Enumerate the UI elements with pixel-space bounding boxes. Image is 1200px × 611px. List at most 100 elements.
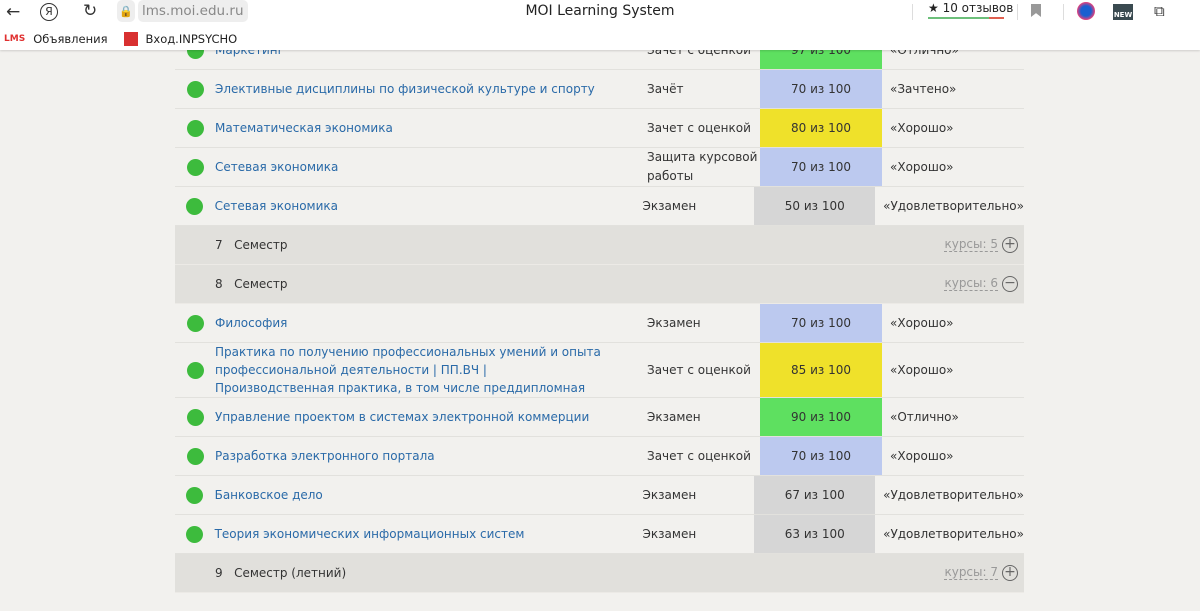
grade-label: «Хорошо» (890, 121, 954, 135)
table-row: Практика по получению профессиональных у… (175, 343, 1024, 398)
status-dot-icon (186, 197, 204, 215)
score-cell: 67 из 100 (754, 476, 876, 514)
score-cell: 90 из 100 (760, 398, 882, 436)
table-row: Теория экономических информационных сист… (175, 515, 1024, 554)
grade-label: «Хорошо» (890, 449, 954, 463)
semester-header[interactable]: 9 Семестр (летний) курсы: 7 + (175, 554, 1024, 593)
grade-label: «Удовлетворительно» (883, 527, 1024, 541)
table-row: Банковское дело Экзамен 67 из 100 «Удовлетв… (175, 476, 1024, 515)
course-count-link[interactable]: курсы: 7 (944, 565, 998, 580)
course-count-link[interactable]: курсы: 5 (944, 237, 998, 252)
bookmark-announcements[interactable]: LMS Объявления (4, 32, 108, 46)
rating-bar (928, 17, 1004, 19)
semester-header[interactable]: 7 Семестр курсы: 5 + (175, 226, 1024, 265)
reviews-label: ★ 10 отзывов (928, 1, 1014, 15)
extensions-icon[interactable]: ⧉ (1154, 2, 1165, 20)
score-cell: 70 из 100 (760, 148, 882, 186)
table-row: Элективные дисциплины по физической куль… (175, 70, 1024, 109)
assessment-type: Зачет с оценкой (647, 120, 751, 135)
status-cell (175, 343, 215, 397)
grade-label: «Хорошо» (890, 160, 954, 174)
url-text[interactable]: lms.moi.edu.ru (138, 0, 248, 22)
status-cell (175, 304, 215, 342)
grade-label: «Удовлетворительно» (883, 488, 1024, 502)
score-cell: 50 из 100 (754, 187, 876, 225)
status-dot-icon (186, 525, 204, 543)
assessment-type: Зачет с оценкой (647, 448, 751, 463)
reviews-button[interactable]: ★ 10 отзывов (928, 1, 1013, 19)
status-dot-icon (186, 80, 204, 98)
table-row: Сетевая экономика Защита курсовой работы 7… (175, 148, 1024, 187)
grades-table: МаркетингЗачет с оценкой97 из 100«Отличн… (175, 31, 1024, 593)
table-row: Управление проектом в системах электронн… (175, 398, 1024, 437)
new-extension-icon[interactable]: NEW (1113, 4, 1133, 20)
course-name-link[interactable]: Элективные дисциплины по физической куль… (215, 82, 595, 96)
status-dot-icon (186, 447, 204, 465)
grade-label: «Отлично» (890, 410, 959, 424)
expand-icon[interactable]: + (1002, 565, 1018, 581)
status-dot-icon (186, 119, 204, 137)
course-name-link[interactable]: Банковское дело (214, 488, 323, 502)
course-name-link[interactable]: Теория экономических информационных сист… (214, 527, 525, 541)
course-name-link[interactable]: Управление проектом в системах электронн… (215, 410, 590, 424)
semester-header[interactable]: 8 Семестр курсы: 6− (175, 265, 1024, 304)
grade-label: «Хорошо» (890, 316, 954, 330)
assessment-type: Экзамен (642, 526, 697, 541)
course-name-link[interactable]: Разработка электронного портала (215, 449, 435, 463)
score-cell: 70 из 100 (760, 437, 882, 475)
table-row: Разработка электронного портала Зачет с о… (175, 437, 1024, 476)
assessment-type: Экзамен (647, 409, 701, 424)
table-row: Сетевая экономика Экзамен 50 из 100 «Удовле… (175, 187, 1024, 226)
course-name-link[interactable]: Практика по получению профессиональных у… (215, 345, 601, 395)
lms-logo-icon: LMS (4, 34, 26, 44)
status-cell (175, 476, 215, 514)
inpsycho-logo-icon (123, 32, 138, 46)
bookmarks-bar: LMS Объявления Вход.INPSYCHO (0, 32, 249, 46)
table-row: Математическая экономика Зачет с оценкой 8… (175, 109, 1024, 148)
score-cell: 80 из 100 (760, 109, 882, 147)
status-cell (175, 398, 215, 436)
yandex-icon[interactable]: Я (40, 3, 58, 21)
status-dot-icon (186, 361, 204, 379)
course-name-link[interactable]: Философия (215, 316, 288, 330)
bookmark-inpsycho[interactable]: Вход.INPSYCHO (123, 32, 237, 46)
status-cell (175, 109, 215, 147)
score-cell: 85 из 100 (760, 343, 882, 397)
status-cell (175, 187, 215, 225)
course-name-link[interactable]: Сетевая экономика (215, 160, 339, 174)
address-bar[interactable]: 🔒 lms.moi.edu.ru (117, 0, 248, 22)
status-cell (175, 437, 215, 475)
assessment-type: Экзамен (642, 487, 697, 502)
status-dot-icon (186, 408, 204, 426)
status-dot-icon (186, 486, 204, 504)
lock-icon: 🔒 (117, 0, 135, 22)
status-cell (175, 70, 215, 108)
collapse-icon[interactable]: − (1002, 276, 1018, 292)
status-cell (175, 515, 215, 553)
grade-label: «Удовлетворительно» (883, 199, 1024, 213)
score-cell: 63 из 100 (754, 515, 876, 553)
assessment-type: Защита курсовой работы (647, 150, 758, 183)
back-icon[interactable]: ← (6, 2, 21, 22)
bookmark-label: Объявления (33, 32, 108, 46)
semester-title: 8 Семестр (215, 277, 288, 291)
course-name-link[interactable]: Сетевая экономика (214, 199, 339, 213)
score-cell: 70 из 100 (760, 304, 882, 342)
assessment-type: Экзамен (647, 315, 701, 330)
bookmark-icon[interactable] (1031, 4, 1041, 17)
alice-icon[interactable] (1077, 2, 1095, 20)
browser-toolbar: ← Я ↻ 🔒 lms.moi.edu.ru MOI Learning Syst… (0, 0, 1200, 50)
table-row: Философия Экзамен 70 из 100 «Хорошо» (175, 304, 1024, 343)
semester-title: 7 Семестр (215, 238, 288, 252)
semester-title: 9 Семестр (летний) (215, 566, 347, 580)
grade-label: «Хорошо» (890, 363, 954, 377)
status-dot-icon (186, 158, 204, 176)
course-count-link[interactable]: курсы: 6 (944, 276, 998, 291)
course-name-link[interactable]: Математическая экономика (215, 121, 393, 135)
assessment-type: Экзамен (642, 198, 697, 213)
score-cell: 70 из 100 (760, 70, 882, 108)
reload-icon[interactable]: ↻ (83, 1, 98, 21)
assessment-type: Зачет с оценкой (647, 362, 751, 377)
status-cell (175, 148, 215, 186)
expand-icon[interactable]: + (1002, 237, 1018, 253)
